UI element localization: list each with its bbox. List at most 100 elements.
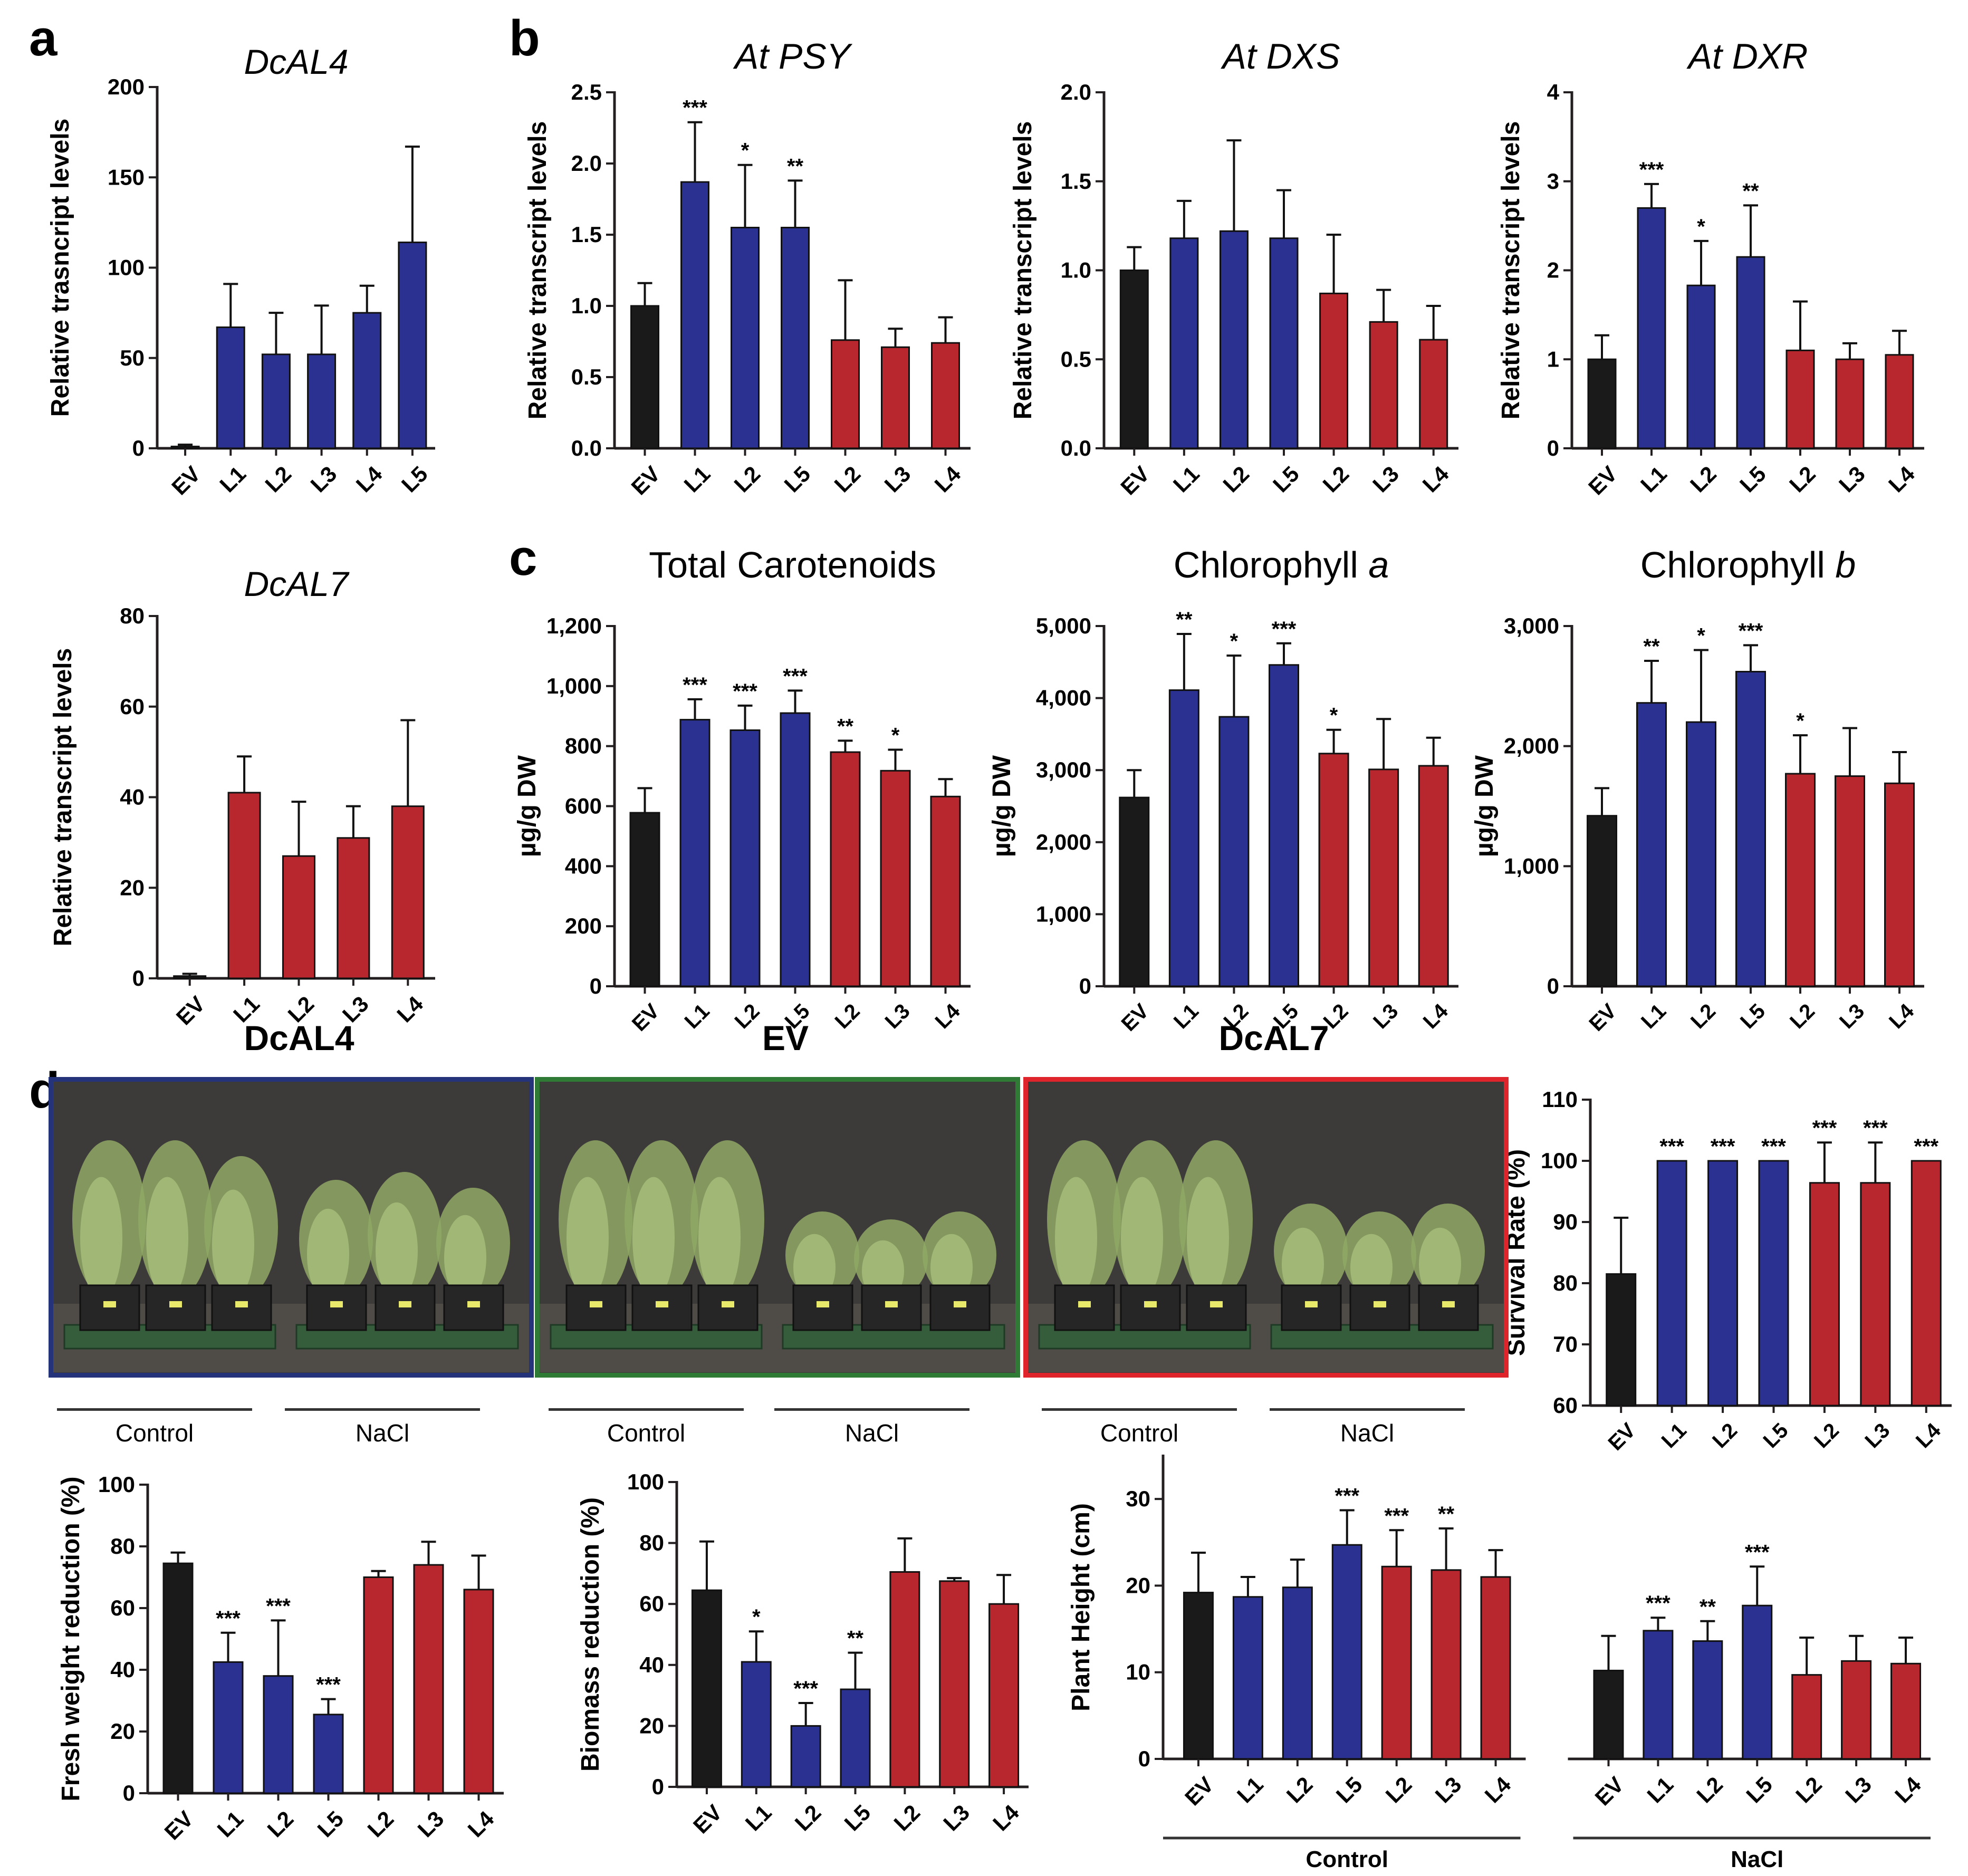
plant-photo-illustration xyxy=(1023,1077,1509,1378)
y-tick-label: 600 xyxy=(565,794,602,819)
y-tick-label: 1,000 xyxy=(1504,853,1559,878)
bar-l5 xyxy=(1736,256,1765,449)
y-tick-label: 400 xyxy=(565,853,602,878)
chart-title: At PSY xyxy=(733,36,853,76)
significance-label: * xyxy=(1796,709,1804,733)
bar-l1 xyxy=(1637,207,1666,449)
bar-l5 xyxy=(840,1688,871,1788)
y-tick-label: 2,000 xyxy=(1504,734,1559,758)
significance-label: ** xyxy=(1438,1503,1455,1526)
plant-foliage xyxy=(632,1177,675,1299)
chart-total-carotenoids: 0 200 400 600 800 1,000 1,200 µg/g DW Total Caro… xyxy=(513,544,971,1036)
bar-l3 xyxy=(939,1580,970,1788)
y-tick-label: 1 xyxy=(1547,347,1559,371)
significance-label: *** xyxy=(266,1594,291,1618)
x-tick-label: L3 xyxy=(1368,461,1404,497)
y-axis-label: Relative transcript levels xyxy=(1009,121,1037,420)
x-tick-label: L3 xyxy=(938,1800,974,1836)
x-tick-label: L3 xyxy=(306,461,342,497)
y-tick-label: 30 xyxy=(1126,1486,1150,1511)
x-tick-label: L4 xyxy=(463,1806,498,1842)
chart-fresh-weight-reduction-: 0 20 40 60 80 100 Fresh weight reduction (%) EV… xyxy=(57,1472,504,1844)
y-tick-label: 80 xyxy=(120,603,145,628)
pot-label xyxy=(103,1301,116,1307)
significance-label: ** xyxy=(1700,1595,1716,1619)
plant-foliage xyxy=(1282,1227,1324,1301)
y-tick-label: 40 xyxy=(110,1657,135,1682)
x-tick-label: L4 xyxy=(1884,461,1919,497)
y-tick-label: 60 xyxy=(120,694,145,719)
x-tick-label: L2 xyxy=(262,1806,298,1842)
x-tick-label: L2 xyxy=(1708,1419,1742,1452)
plant-photo-illustration xyxy=(49,1077,534,1378)
bar-l1 xyxy=(213,1661,244,1794)
plant-foliage xyxy=(698,1177,741,1299)
plant-pot xyxy=(1186,1284,1247,1331)
bar-l2 xyxy=(1791,1674,1822,1760)
bar-ev xyxy=(162,1562,194,1794)
significance-label: * xyxy=(1697,215,1705,238)
pot-label xyxy=(1442,1301,1455,1307)
x-tick-label: L2 xyxy=(260,461,296,497)
x-tick-label: L3 xyxy=(879,461,915,497)
bar-l2 xyxy=(1686,284,1716,449)
chart-title: Chlorophyll a xyxy=(1174,544,1389,585)
bar-l3 xyxy=(1841,1660,1872,1760)
nacl-bracket-line xyxy=(774,1408,969,1411)
bar-l5 xyxy=(1742,1604,1773,1760)
control-bracket-line xyxy=(549,1408,744,1411)
bar-l2 xyxy=(729,729,761,987)
y-tick-label: 2,000 xyxy=(1036,830,1091,854)
y-tick-label: 0 xyxy=(132,966,145,990)
y-tick-label: 80 xyxy=(1553,1271,1578,1295)
significance-label: ** xyxy=(837,715,854,738)
y-tick-label: 200 xyxy=(565,913,602,938)
bar-l2 xyxy=(790,1725,821,1788)
x-tick-label: EV xyxy=(1583,461,1622,500)
bar-l3 xyxy=(1860,1182,1891,1407)
y-tick-label: 60 xyxy=(110,1595,135,1620)
plant-foliage xyxy=(793,1234,836,1301)
y-axis-label: Relative transcript levels xyxy=(49,648,77,947)
significance-label: *** xyxy=(1272,618,1297,641)
chart-title: Chlorophyll b xyxy=(1640,544,1856,585)
bar-l4 xyxy=(930,795,961,987)
plant-pot xyxy=(697,1284,759,1331)
plant-pot xyxy=(861,1284,922,1331)
nacl-bracket-line xyxy=(285,1408,480,1411)
chart-title: Total Carotenoids xyxy=(649,544,936,585)
y-tick-label: 0.0 xyxy=(1061,436,1091,460)
y-tick-label: 100 xyxy=(98,1472,135,1497)
pot-label xyxy=(656,1301,668,1307)
significance-label: *** xyxy=(216,1607,241,1630)
y-tick-label: 80 xyxy=(639,1531,664,1555)
bar-l2 xyxy=(261,353,291,449)
pot-label xyxy=(399,1301,411,1307)
y-tick-label: 3,000 xyxy=(1036,757,1091,782)
bar-l4 xyxy=(1884,782,1915,987)
bar-l4 xyxy=(988,1603,1020,1788)
significance-label: *** xyxy=(783,665,808,688)
y-tick-label: 1.0 xyxy=(1061,258,1091,283)
plant-foliage xyxy=(1187,1177,1229,1299)
x-tick-label: L2 xyxy=(1785,999,1819,1033)
bar-l2 xyxy=(363,1576,394,1794)
control-label: Control xyxy=(1100,1419,1179,1447)
x-tick-label: L5 xyxy=(779,461,815,497)
chart-at-dxs: 0.0 0.5 1.0 1.5 2.0 Relative transcript level… xyxy=(1009,36,1458,499)
bar-l2 xyxy=(830,751,861,987)
chart-dcal7: 0 20 40 60 80 Relative transcript levels DcAL7… xyxy=(49,564,435,1030)
bar-l2 xyxy=(831,339,860,449)
plant-foliage xyxy=(376,1202,418,1300)
bar-l3 xyxy=(1835,775,1865,987)
x-tick-label: L5 xyxy=(312,1806,348,1842)
significance-label: ** xyxy=(787,155,804,178)
bar-ev xyxy=(1119,796,1150,987)
bar-l1 xyxy=(679,719,711,987)
x-tick-label: L5 xyxy=(1741,1772,1777,1808)
x-tick-label: L4 xyxy=(351,461,387,497)
significance-label: ** xyxy=(1176,608,1193,631)
significance-label: *** xyxy=(1745,1541,1770,1564)
plant-foliage xyxy=(1121,1177,1163,1299)
